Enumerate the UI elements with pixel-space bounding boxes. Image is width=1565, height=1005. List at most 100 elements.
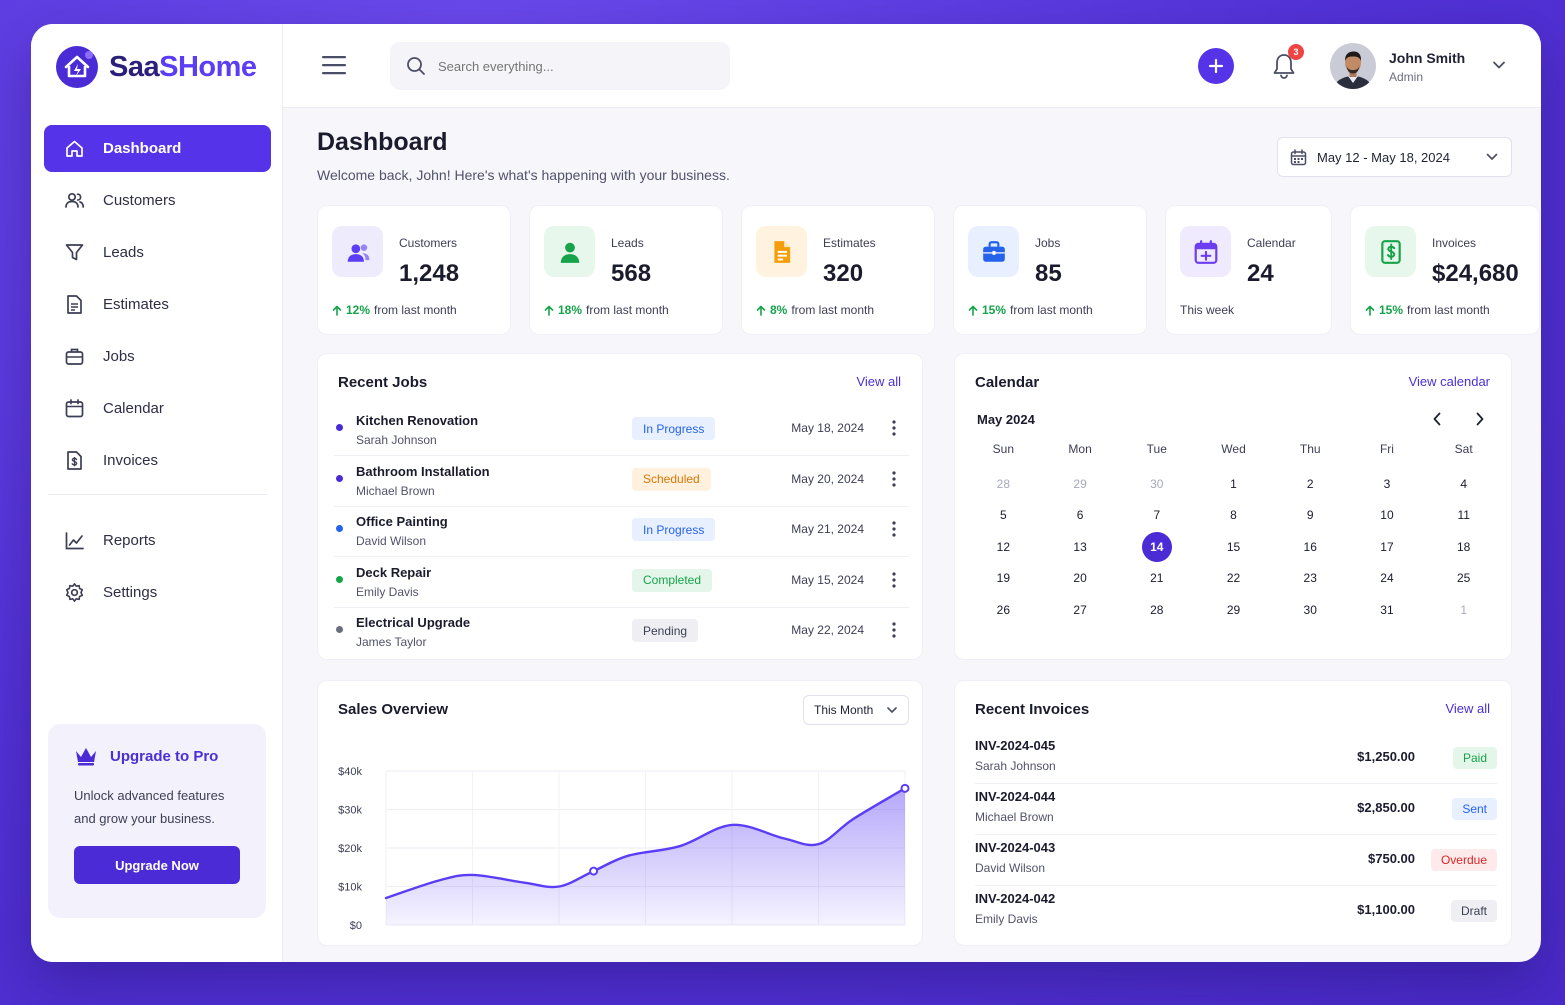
jobs-view-all-link[interactable]: View all	[856, 374, 901, 389]
stat-change-percent: 8%	[770, 303, 788, 317]
calendar-day[interactable]: 5	[1000, 508, 1007, 523]
calendar-day[interactable]: 21	[1150, 571, 1164, 586]
calendar-day[interactable]: 22	[1226, 571, 1241, 586]
calendar-day[interactable]: 1	[1460, 602, 1468, 617]
upgrade-now-button[interactable]: Upgrade Now	[74, 846, 240, 884]
calendar-day[interactable]: 27	[1073, 602, 1087, 617]
date-range-picker[interactable]: May 12 - May 18, 2024	[1277, 137, 1512, 177]
calendar-day[interactable]: 6	[1076, 508, 1084, 523]
calendar-day[interactable]: 16	[1303, 539, 1317, 554]
user-name[interactable]: John Smith	[1389, 50, 1466, 66]
calendar-day[interactable]: 12	[996, 539, 1011, 554]
calendar-day[interactable]: 2	[1306, 476, 1314, 491]
calendar-day[interactable]: 4	[1460, 476, 1468, 491]
view-calendar-link[interactable]: View calendar	[1408, 374, 1490, 389]
chevron-right-icon[interactable]	[1473, 410, 1487, 428]
stat-card-invoices[interactable]: Invoices $24,680 15% from last month	[1350, 205, 1540, 335]
sidebar-item-settings[interactable]: Settings	[44, 569, 271, 616]
calendar-day[interactable]: 15	[1226, 539, 1241, 554]
calendar-day[interactable]: 1	[1230, 476, 1237, 491]
stat-card-customers[interactable]: Customers 1,248 12% from last month	[317, 205, 511, 335]
calendar-day[interactable]: 28	[1150, 602, 1164, 617]
calendar-day[interactable]: 19	[996, 571, 1011, 586]
job-row[interactable]: Office Painting David Wilson In Progress Ma…	[334, 507, 909, 557]
more-vertical-icon[interactable]	[890, 418, 898, 438]
calendar-day[interactable]: 29	[1226, 602, 1241, 617]
invoice-row[interactable]: INV-2024-045 Sarah Johnson $1,250.00 Paid	[975, 733, 1497, 784]
invoice-row[interactable]: INV-2024-042 Emily Davis $1,100.00 Draft	[975, 886, 1497, 937]
stat-card-leads[interactable]: Leads 568 18% from last month	[529, 205, 723, 335]
calendar-day[interactable]: 9	[1306, 508, 1314, 523]
hamburger-menu-icon[interactable]	[321, 54, 347, 76]
calendar-day[interactable]: 11	[1457, 508, 1470, 523]
calendar-day[interactable]: 17	[1380, 539, 1394, 554]
stat-card-jobs[interactable]: Jobs 85 15% from last month	[953, 205, 1147, 335]
more-vertical-icon[interactable]	[890, 620, 898, 640]
calendar-day[interactable]: 13	[1073, 539, 1087, 554]
stat-card-estimates[interactable]: Estimates 320 8% from last month	[741, 205, 935, 335]
brand[interactable]: SaaSHome	[55, 44, 257, 90]
job-title[interactable]: Electrical Upgrade	[356, 615, 471, 630]
sidebar-item-customers[interactable]: Customers	[44, 177, 271, 224]
calendar-day-today[interactable]: 14	[1118, 531, 1195, 563]
sidebar-item-jobs[interactable]: Jobs	[44, 333, 271, 380]
calendar-day[interactable]: 7	[1153, 508, 1161, 523]
job-title[interactable]: Office Painting	[356, 514, 448, 529]
job-row[interactable]: Electrical Upgrade James Taylor Pending May…	[334, 608, 909, 658]
more-vertical-icon[interactable]	[890, 519, 898, 539]
calendar-day[interactable]: 8	[1230, 508, 1237, 523]
calendar-day[interactable]: 28	[996, 476, 1011, 491]
sidebar-item-calendar[interactable]: Calendar	[44, 385, 271, 432]
sidebar-item-estimates[interactable]: Estimates	[44, 281, 271, 328]
calendar-day-number: 14	[1141, 531, 1172, 562]
invoice-id[interactable]: INV-2024-042	[975, 891, 1056, 906]
chevron-left-icon[interactable]	[1430, 410, 1444, 428]
invoice-id[interactable]: INV-2024-044	[975, 789, 1056, 804]
stat-card-calendar[interactable]: Calendar 24 This week	[1165, 205, 1332, 335]
invoice-row[interactable]: INV-2024-044 Michael Brown $2,850.00 Sent	[975, 784, 1497, 835]
chart-xtick-label: May 16	[627, 944, 663, 945]
job-date: May 15, 2024	[791, 572, 864, 587]
status-badge: In Progress	[632, 417, 716, 440]
invoice-id[interactable]: INV-2024-043	[975, 840, 1056, 855]
job-row[interactable]: Deck Repair Emily Davis Completed May 15, 2…	[334, 558, 909, 608]
job-row[interactable]: Kitchen Renovation Sarah Johnson In Progre…	[334, 406, 909, 456]
chart-line-icon	[64, 530, 85, 551]
invoices-view-all-link[interactable]: View all	[1445, 701, 1490, 716]
calendar-day[interactable]: 3	[1383, 476, 1391, 491]
invoice-row[interactable]: INV-2024-043 David Wilson $750.00 Overdue	[975, 835, 1497, 886]
calendar-day[interactable]: 10	[1380, 508, 1394, 523]
sidebar-item-dashboard[interactable]: Dashboard	[44, 125, 271, 172]
calendar-day[interactable]: 30	[1150, 476, 1164, 491]
status-badge: Sent	[1452, 798, 1497, 820]
period-select[interactable]: This Month	[803, 695, 909, 725]
sidebar-item-reports[interactable]: Reports	[44, 517, 271, 564]
avatar[interactable]	[1330, 43, 1376, 89]
calendar-day[interactable]: 29	[1073, 476, 1087, 491]
upgrade-header: Upgrade to Pro	[74, 746, 240, 766]
more-vertical-icon[interactable]	[890, 570, 898, 590]
invoice-id[interactable]: INV-2024-045	[975, 738, 1056, 753]
sidebar-item-invoices[interactable]: Invoices	[44, 437, 271, 484]
job-title[interactable]: Deck Repair	[356, 564, 432, 580]
stat-label: Jobs	[1035, 236, 1061, 250]
calendar-day[interactable]: 24	[1380, 571, 1394, 586]
search-input[interactable]	[438, 58, 698, 74]
more-vertical-icon[interactable]	[890, 469, 898, 489]
chevron-down-icon[interactable]	[1491, 58, 1507, 72]
search-bar	[390, 42, 730, 90]
job-title[interactable]: Bathroom Installation	[356, 463, 490, 479]
calendar-day[interactable]: 26	[996, 602, 1011, 617]
add-button[interactable]	[1198, 48, 1234, 84]
calendar-day[interactable]: 18	[1456, 539, 1471, 554]
sidebar-item-leads[interactable]: Leads	[44, 229, 271, 276]
calendar-day[interactable]: 30	[1303, 602, 1317, 617]
calendar-day[interactable]: 23	[1303, 571, 1317, 586]
job-title[interactable]: Kitchen Renovation	[356, 413, 479, 428]
status-badge: Completed	[632, 568, 713, 592]
calendar-day[interactable]: 25	[1456, 571, 1471, 586]
calendar-day[interactable]: 31	[1380, 602, 1394, 617]
arrow-up-icon	[968, 305, 978, 316]
job-row[interactable]: Bathroom Installation Michael Brown Schedu…	[334, 457, 909, 507]
calendar-day[interactable]: 20	[1073, 571, 1087, 586]
